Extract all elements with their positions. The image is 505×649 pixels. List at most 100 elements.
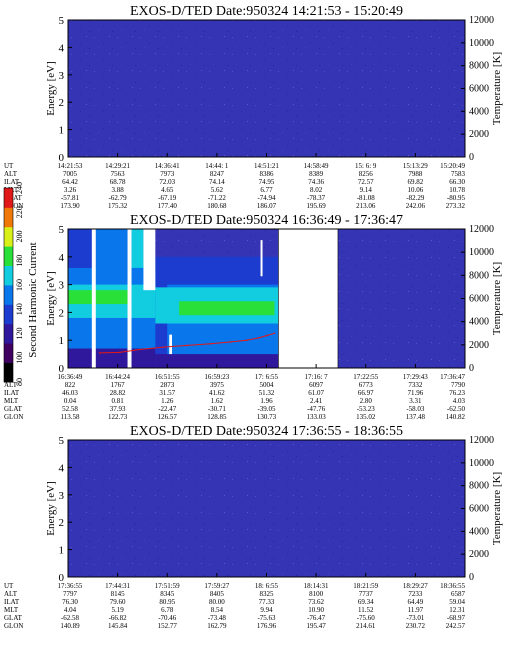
temperature-point bbox=[257, 337, 260, 339]
ephemeris-value: 8325 bbox=[260, 590, 275, 598]
y-tick-label: 0 bbox=[59, 363, 65, 375]
ephemeris-value: 180.68 bbox=[207, 202, 227, 210]
ephemeris-label: MLT bbox=[4, 397, 19, 405]
ephemeris-value: 140.82 bbox=[446, 413, 466, 421]
ephemeris-value: 68.78 bbox=[110, 178, 126, 186]
ephemeris-value: 18:29:27 bbox=[403, 582, 428, 590]
ephemeris-value: 8100 bbox=[309, 590, 324, 598]
ephemeris-value: 17:44:31 bbox=[105, 582, 130, 590]
ephemeris-value: -76.47 bbox=[307, 614, 326, 622]
y-tick-label: 4 bbox=[59, 462, 65, 474]
ephemeris-label: GLAT bbox=[4, 614, 23, 622]
ephemeris-value: 2873 bbox=[160, 381, 175, 389]
ephemeris-value: 195.69 bbox=[307, 202, 327, 210]
ephemeris-value: 5.19 bbox=[112, 606, 125, 614]
panel-title: EXOS-D/TED Date:950324 16:36:49 - 17:36:… bbox=[130, 213, 403, 228]
ephemeris-value: 52.58 bbox=[62, 405, 78, 413]
ephemeris-label: GLON bbox=[4, 622, 23, 630]
ephemeris-value: 176.96 bbox=[257, 622, 277, 630]
y2-tick-label: 8000 bbox=[469, 61, 489, 72]
ephemeris-value: 7233 bbox=[408, 590, 423, 598]
ephemeris-value: 214.61 bbox=[356, 622, 376, 630]
ephemeris-value: 177.40 bbox=[158, 202, 178, 210]
y2-tick-label: 8000 bbox=[469, 270, 489, 281]
ephemeris-value: 17:29:43 bbox=[403, 373, 428, 381]
ephemeris-label: ALT bbox=[4, 381, 18, 389]
ephemeris-label: ALT bbox=[4, 170, 18, 178]
ephemeris-value: 213.06 bbox=[356, 202, 376, 210]
ephemeris-value: 41.62 bbox=[209, 389, 225, 397]
ephemeris-value: -73.01 bbox=[406, 614, 425, 622]
ephemeris-value: 186.07 bbox=[257, 202, 277, 210]
ephemeris-value: 4.65 bbox=[161, 186, 174, 194]
data-dropout bbox=[143, 229, 156, 291]
y2-tick-label: 2000 bbox=[469, 129, 489, 140]
ephemeris-value: 7737 bbox=[359, 590, 374, 598]
ephemeris-value: 11.97 bbox=[408, 606, 424, 614]
ephemeris-value: 14:29:21 bbox=[105, 162, 130, 170]
ephemeris-value: 273.32 bbox=[446, 202, 466, 210]
y2-tick-label: 10000 bbox=[469, 458, 494, 469]
y-tick-label: 2 bbox=[59, 517, 65, 529]
ephemeris-value: 17: 6:55 bbox=[255, 373, 279, 381]
data-gap bbox=[278, 229, 338, 368]
ephemeris-value: 14:44: 1 bbox=[205, 162, 229, 170]
ephemeris-value: -80.95 bbox=[447, 194, 466, 202]
ephemeris-value: 6587 bbox=[451, 590, 466, 598]
y2-tick-label: 0 bbox=[469, 572, 474, 583]
ephemeris-value: -66.82 bbox=[109, 614, 128, 622]
ephemeris-value: 66.97 bbox=[358, 389, 374, 397]
ephemeris-value: -62.58 bbox=[61, 614, 80, 622]
ephemeris-value: 6.78 bbox=[161, 606, 174, 614]
ephemeris-value: 8389 bbox=[309, 170, 324, 178]
ephemeris-value: 59.04 bbox=[449, 598, 465, 606]
y-tick-label: 3 bbox=[59, 280, 65, 292]
colorbar-label: Second Harmonic Current bbox=[27, 242, 39, 357]
y-tick-label: 1 bbox=[59, 545, 65, 557]
ephemeris-value: 46.03 bbox=[62, 389, 78, 397]
colorbar-tick-label: 240 bbox=[15, 182, 24, 194]
ephemeris-value: -22.47 bbox=[158, 405, 177, 413]
ephemeris-value: 15:20:49 bbox=[440, 162, 465, 170]
temperature-point bbox=[162, 346, 165, 348]
ephemeris-value: 7583 bbox=[451, 170, 466, 178]
ephemeris-value: -47.76 bbox=[307, 405, 326, 413]
y2-tick-label: 12000 bbox=[469, 435, 494, 446]
y-tick-label: 4 bbox=[59, 42, 65, 54]
panel-2: EXOS-D/TED Date:950324 16:36:49 - 17:36:… bbox=[4, 213, 503, 421]
colorbar-segment bbox=[4, 188, 13, 208]
ephemeris-value: -39.05 bbox=[257, 405, 276, 413]
y-axis-label: Energy [eV] bbox=[45, 61, 57, 115]
ephemeris-value: 3975 bbox=[210, 381, 225, 389]
ephemeris-value: 135.02 bbox=[356, 413, 376, 421]
temperature-point bbox=[118, 351, 121, 354]
panel-title: EXOS-D/TED Date:950324 14:21:53 - 15:20:… bbox=[130, 4, 403, 19]
ephemeris-value: 242.57 bbox=[446, 622, 466, 630]
ephemeris-value: 8.02 bbox=[310, 186, 323, 194]
temperature-point bbox=[229, 341, 232, 343]
data-dropout bbox=[260, 240, 263, 277]
y-tick-label: 3 bbox=[59, 70, 65, 82]
ephemeris-value: 16:44:24 bbox=[105, 373, 130, 381]
ephemeris-value: 14:51:21 bbox=[254, 162, 279, 170]
y2-tick-label: 4000 bbox=[469, 106, 489, 117]
ephemeris-value: 7988 bbox=[408, 170, 423, 178]
ephemeris-value: 8145 bbox=[111, 590, 126, 598]
colorbar-segment bbox=[4, 362, 13, 383]
ephemeris-value: -75.60 bbox=[357, 614, 376, 622]
spectrogram-noise bbox=[68, 20, 465, 157]
ephemeris-value: 0.81 bbox=[112, 397, 125, 405]
ephemeris-value: 64.42 bbox=[62, 178, 78, 186]
ephemeris-value: -53.23 bbox=[357, 405, 376, 413]
ephemeris-value: 7005 bbox=[63, 170, 78, 178]
colorbar-tick-label: 160 bbox=[15, 279, 24, 291]
ephemeris-value: 8386 bbox=[260, 170, 275, 178]
ephemeris-value: 11.52 bbox=[358, 606, 374, 614]
ephemeris-value: 17:22:55 bbox=[353, 373, 378, 381]
ephemeris-value: 1767 bbox=[111, 381, 126, 389]
colorbar-segment bbox=[4, 207, 13, 228]
ephemeris-value: 74.14 bbox=[209, 178, 225, 186]
ephemeris-label: ILAT bbox=[4, 178, 20, 186]
ephemeris-value: 14:36:41 bbox=[155, 162, 180, 170]
ephemeris-value: 17:36:55 bbox=[58, 582, 83, 590]
